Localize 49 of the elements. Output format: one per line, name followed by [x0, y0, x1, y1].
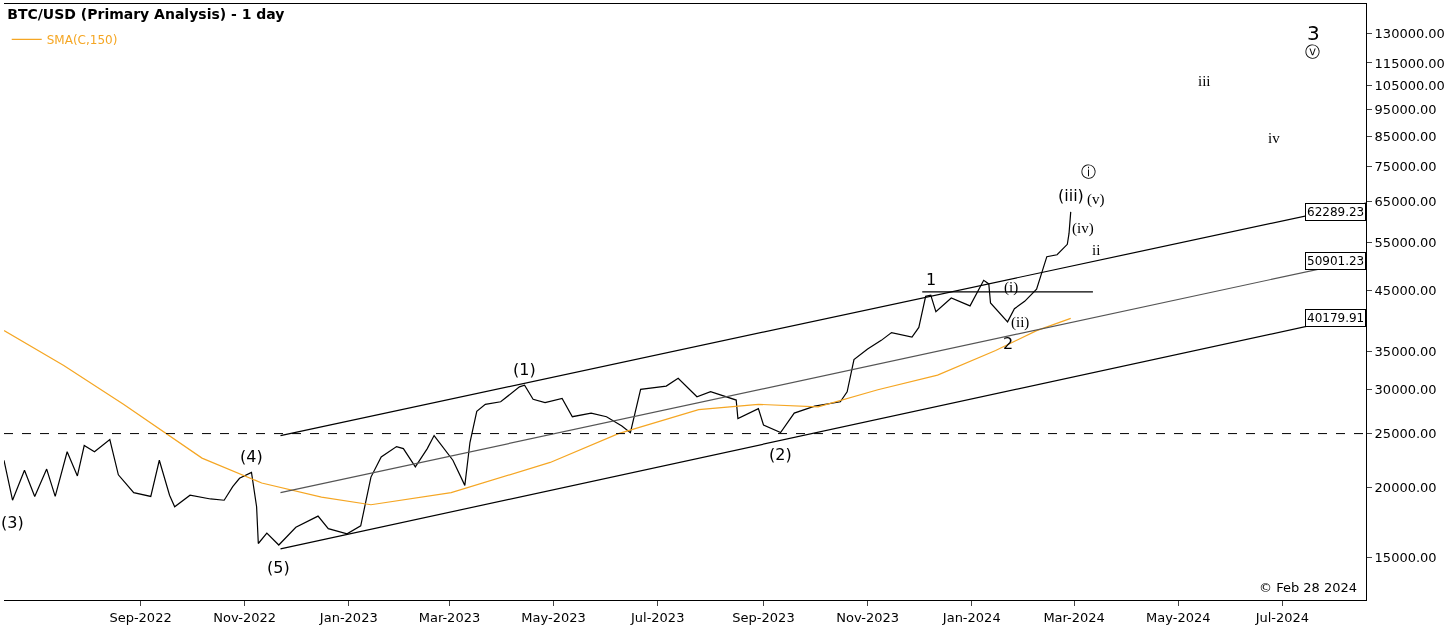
x-tick-label: Jan-2023 — [318, 609, 378, 625]
y-tick-label: 55000.00 — [1374, 234, 1437, 250]
x-tick-label: Nov-2022 — [213, 609, 277, 625]
y-tick-label: 105000.00 — [1374, 77, 1445, 93]
annotation: (2) — [769, 445, 792, 464]
annotation: 50901.23 — [1307, 254, 1365, 268]
y-tick-label: 130000.00 — [1374, 25, 1445, 41]
annotation: (5) — [267, 558, 290, 577]
annotation: (ii) — [1011, 314, 1030, 331]
annotation: iv — [1268, 130, 1281, 146]
x-tick-label: May-2023 — [521, 609, 586, 625]
annotation: 1 — [926, 270, 937, 289]
y-tick-label: 85000.00 — [1374, 128, 1437, 144]
y-tick-label: 115000.00 — [1374, 55, 1445, 71]
x-tick-label: Nov-2023 — [836, 609, 900, 625]
annotation: (iv) — [1072, 220, 1094, 237]
annotation: ⓘ — [1081, 164, 1096, 180]
x-tick-label: May-2024 — [1146, 609, 1211, 625]
x-tick-label: Sep-2023 — [732, 609, 795, 625]
x-tick-label: Mar-2024 — [1043, 609, 1105, 625]
line-series — [4, 317, 1072, 506]
annotation: iii — [1198, 73, 1211, 89]
y-tick-label: 95000.00 — [1374, 101, 1437, 117]
annotation: (1) — [513, 360, 536, 379]
annotation: (4) — [240, 447, 263, 466]
y-tick-label: 75000.00 — [1374, 159, 1437, 175]
annotation: © Feb 28 2024 — [1259, 580, 1358, 595]
annotation: 3 — [1307, 21, 1320, 45]
x-tick-label: Jul-2024 — [1254, 609, 1310, 625]
y-tick-label: 65000.00 — [1374, 194, 1437, 210]
annotation: (iii) — [1058, 186, 1084, 205]
annotation: ⓥ — [1305, 44, 1320, 60]
chart-title: BTC/USD (Primary Analysis) - 1 day — [7, 6, 285, 23]
y-tick-label: 45000.00 — [1374, 283, 1437, 299]
annotation: (3) — [1, 513, 24, 532]
y-tick-label: 35000.00 — [1374, 344, 1437, 360]
x-tick-label: Jan-2024 — [941, 609, 1001, 625]
y-tick-label: 15000.00 — [1374, 550, 1437, 566]
x-tick-label: Sep-2022 — [109, 609, 172, 625]
annotation: ii — [1092, 242, 1101, 258]
annotation: (v) — [1087, 191, 1105, 208]
y-tick-label: 25000.00 — [1374, 426, 1437, 442]
x-tick-label: Jul-2023 — [629, 609, 685, 625]
annotation: 62289.23 — [1307, 205, 1365, 219]
y-tick-label: 30000.00 — [1374, 381, 1437, 397]
annotation: 40179.91 — [1307, 311, 1365, 325]
y-tick-label: 20000.00 — [1374, 480, 1437, 496]
x-tick-label: Mar-2023 — [418, 609, 481, 625]
legend-label: SMA(C,150) — [46, 33, 118, 48]
